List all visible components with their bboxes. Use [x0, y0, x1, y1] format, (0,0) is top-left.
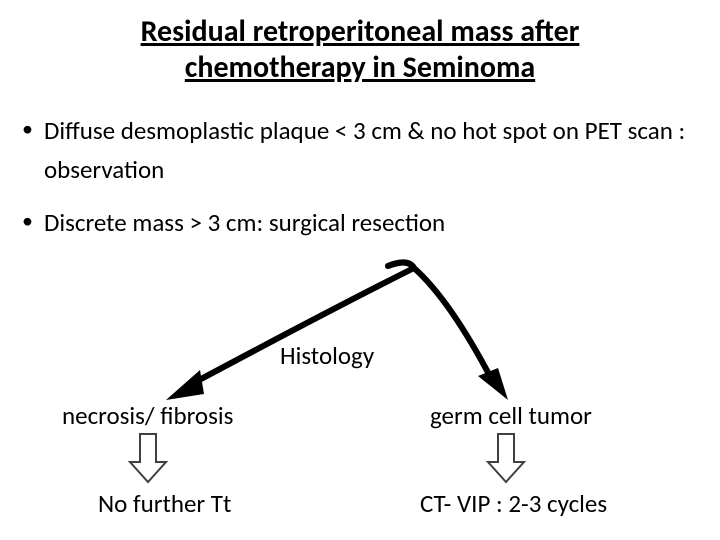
bullet-list: Diffuse desmoplastic plaque < 3 cm & no … [0, 112, 720, 242]
block-arrow-left-icon [130, 434, 166, 482]
bullet-item: Diffuse desmoplastic plaque < 3 cm & no … [22, 112, 698, 190]
node-ctvip: CT- VIP : 2-3 cycles [420, 488, 607, 519]
title-line-1: Residual retroperitoneal mass after [141, 13, 580, 50]
curved-arrow-left-icon [166, 262, 414, 400]
node-necrosis: necrosis/ fibrosis [62, 400, 233, 431]
slide-title: Residual retroperitoneal mass after chem… [0, 0, 720, 86]
node-histology: Histology [280, 340, 374, 371]
node-germcell: germ cell tumor [430, 400, 592, 431]
bullet-item: Discrete mass > 3 cm: surgical resection [22, 204, 698, 243]
curved-arrow-right-icon [388, 262, 508, 400]
block-arrow-right-icon [488, 434, 524, 482]
title-line-2: chemotherapy in Seminoma [185, 49, 535, 86]
node-nofurther: No further Tt [98, 488, 231, 519]
